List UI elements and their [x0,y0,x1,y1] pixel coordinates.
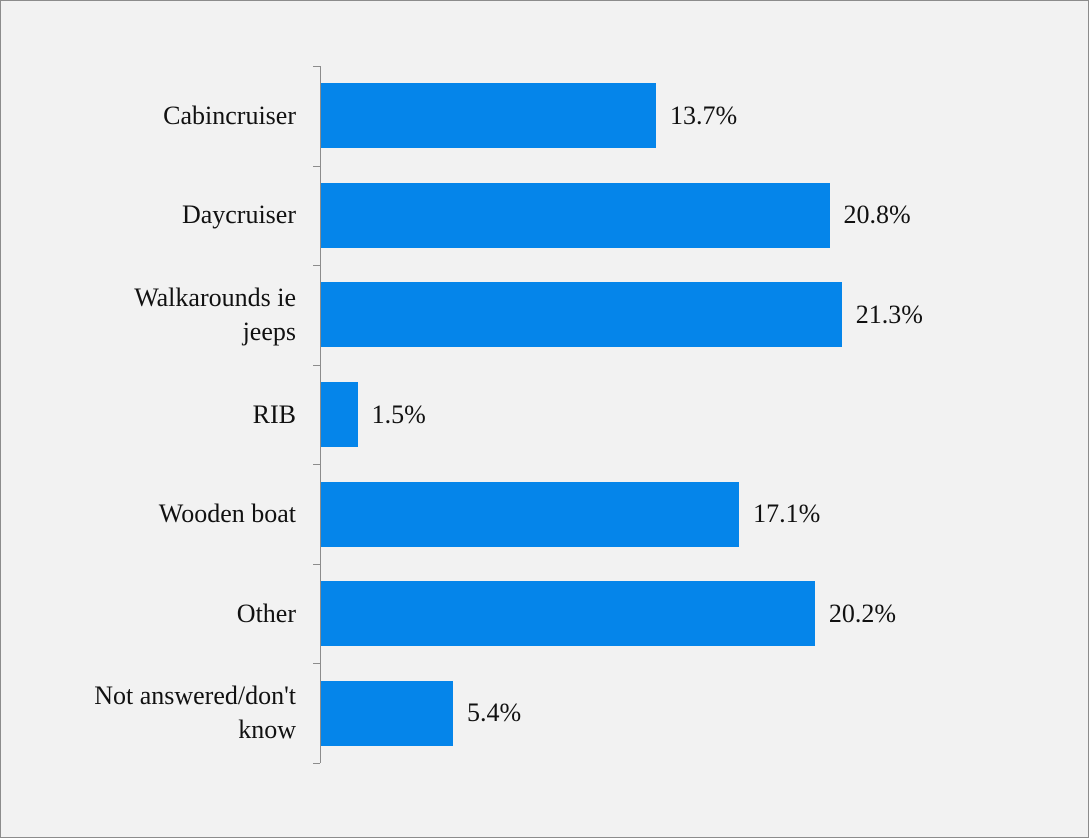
category-label: Daycruiser [181,200,296,230]
y-tick [313,66,320,67]
category-label: Not answered/don't know [94,681,296,745]
bar [321,282,842,348]
y-tick [313,364,320,366]
y-tick [313,763,320,764]
y-tick [313,165,320,167]
y-tick [313,265,320,267]
category-label: Wooden boat [158,499,296,529]
bar [321,581,815,647]
bar [321,382,358,447]
y-tick [313,464,320,466]
category-label: Walkarounds ie jeeps [134,282,296,346]
category-label: Other [236,598,296,628]
value-label: 21.3% [855,299,923,329]
bar [321,680,454,746]
bar [321,481,740,547]
value-label: 20.2% [828,598,897,628]
y-axis [320,66,321,763]
y-tick [313,563,320,565]
category-label: Cabincruiser [163,100,296,130]
value-label: 5.4% [467,698,522,728]
value-label: 1.5% [371,399,426,429]
value-label: 20.8% [843,200,911,230]
y-tick [313,663,320,665]
value-label: 13.7% [669,100,738,130]
bar [321,83,656,149]
value-label: 17.1% [753,499,821,529]
category-label: RIB [252,399,296,429]
bar [321,182,830,248]
